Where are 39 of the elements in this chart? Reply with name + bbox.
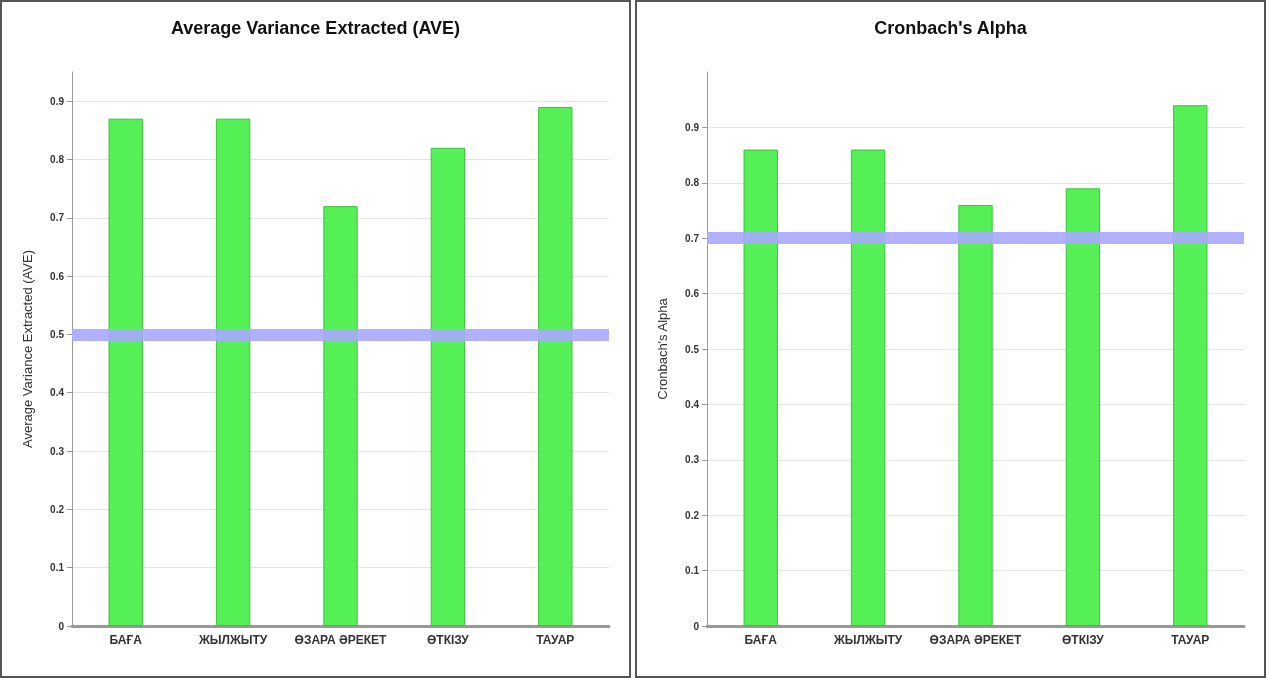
chart-title: Average Variance Extracted (AVE) xyxy=(170,18,461,38)
y-axis-title: Average Variance Extracted (AVE) xyxy=(20,250,35,448)
y-tick-label: 0.4 xyxy=(685,398,700,410)
y-tick-label: 0.8 xyxy=(50,153,65,165)
y-tick-label: 0.1 xyxy=(50,562,65,574)
y-tick-label: 0.1 xyxy=(685,565,700,577)
x-tick-label: БАҒА xyxy=(109,633,143,647)
x-tick-label: ЖЫЛЖЫТУ xyxy=(197,633,268,647)
y-tick-label: 0.9 xyxy=(50,95,65,107)
y-tick-label: 0.7 xyxy=(685,232,700,244)
y-axis-title: Cronbach's Alpha xyxy=(655,297,670,400)
x-tick-label: ӨЗАРА ӘРЕКЕТ xyxy=(929,633,1023,647)
x-tick-label: ЖЫЛЖЫТУ xyxy=(832,633,903,647)
x-tick-label: ӨЗАРА ӘРЕКЕТ xyxy=(294,633,388,647)
x-tick-label: ТАУАР xyxy=(1171,633,1210,647)
chart-title: Cronbach's Alpha xyxy=(874,18,1028,38)
y-tick-label: 0.4 xyxy=(50,387,65,399)
y-tick-label: 0.6 xyxy=(685,288,700,300)
y-tick-label: 0.6 xyxy=(50,270,65,282)
x-tick-label: ӨТКІЗУ xyxy=(1061,633,1105,647)
y-tick-label: 0.5 xyxy=(50,328,65,340)
y-tick-label: 0.8 xyxy=(685,177,700,189)
y-tick-label: 0 xyxy=(693,620,700,632)
x-tick-label: БАҒА xyxy=(744,633,778,647)
y-tick-label: 0.5 xyxy=(685,343,700,355)
y-tick-label: 0.7 xyxy=(50,212,65,224)
x-tick-label: ӨТКІЗУ xyxy=(426,633,470,647)
y-tick-label: 0.2 xyxy=(50,503,65,515)
y-tick-label: 0.3 xyxy=(685,454,700,466)
y-tick-label: 0.9 xyxy=(685,121,700,133)
bar xyxy=(1065,188,1101,626)
y-tick-label: 0.2 xyxy=(685,509,700,521)
y-tick-label: 0 xyxy=(58,620,65,632)
bar xyxy=(958,204,993,626)
bar xyxy=(850,149,886,626)
y-tick-label: 0.3 xyxy=(50,445,65,457)
bar xyxy=(743,149,778,626)
bar xyxy=(1173,105,1208,626)
x-tick-label: ТАУАР xyxy=(536,633,575,647)
